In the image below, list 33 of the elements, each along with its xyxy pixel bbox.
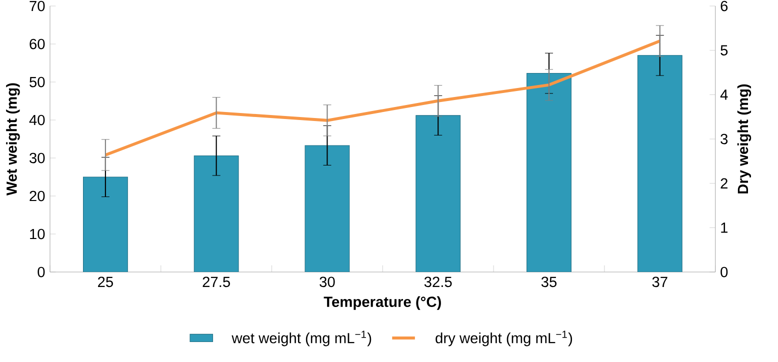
y2-tick-label: 4 bbox=[720, 90, 728, 100]
bar bbox=[194, 155, 239, 272]
y-tick-label: 60 bbox=[30, 38, 45, 50]
bar bbox=[637, 55, 682, 272]
y-tick-label: 20 bbox=[30, 190, 45, 202]
y2-tick-label: 2 bbox=[720, 178, 728, 188]
line-series bbox=[104, 40, 662, 156]
y2-tick-label: 6 bbox=[720, 0, 728, 12]
bar bbox=[526, 72, 572, 272]
y-tick-label: 50 bbox=[30, 76, 45, 88]
y2-tick-label: 5 bbox=[720, 45, 728, 56]
bar bbox=[416, 115, 461, 272]
y-tick-label: 70 bbox=[30, 0, 45, 12]
x-tick-label: 35 bbox=[541, 276, 557, 288]
y2-tick-label: 1 bbox=[721, 222, 728, 233]
bar bbox=[83, 176, 128, 272]
legend-label: wet weight (mg mL$^{−1}$) bbox=[232, 330, 372, 346]
y-tick-label: 10 bbox=[30, 228, 45, 240]
x-tick-label: 32.5 bbox=[424, 276, 452, 288]
legend-label: dry weight (mg mL$^{−1}$) bbox=[436, 330, 572, 346]
y-tick-label: 0 bbox=[38, 266, 45, 278]
y-tick-label: 30 bbox=[30, 152, 45, 164]
y-tick-label: 40 bbox=[29, 114, 45, 126]
y2-axis-title: Dry weight (mg) bbox=[737, 84, 752, 194]
x-tick-label: 27.5 bbox=[202, 276, 230, 288]
x-tick-label: 25 bbox=[98, 276, 113, 288]
y2-tick-label: 3 bbox=[720, 134, 728, 144]
y-axis-title: Wet weight (mg) bbox=[6, 83, 20, 196]
y2-tick-label: 0 bbox=[720, 266, 728, 278]
x-tick-label: 30 bbox=[320, 276, 335, 288]
x-tick-label: 37 bbox=[652, 276, 668, 288]
x-axis-title: Temperature (°C) bbox=[324, 296, 441, 310]
bar bbox=[304, 145, 350, 272]
